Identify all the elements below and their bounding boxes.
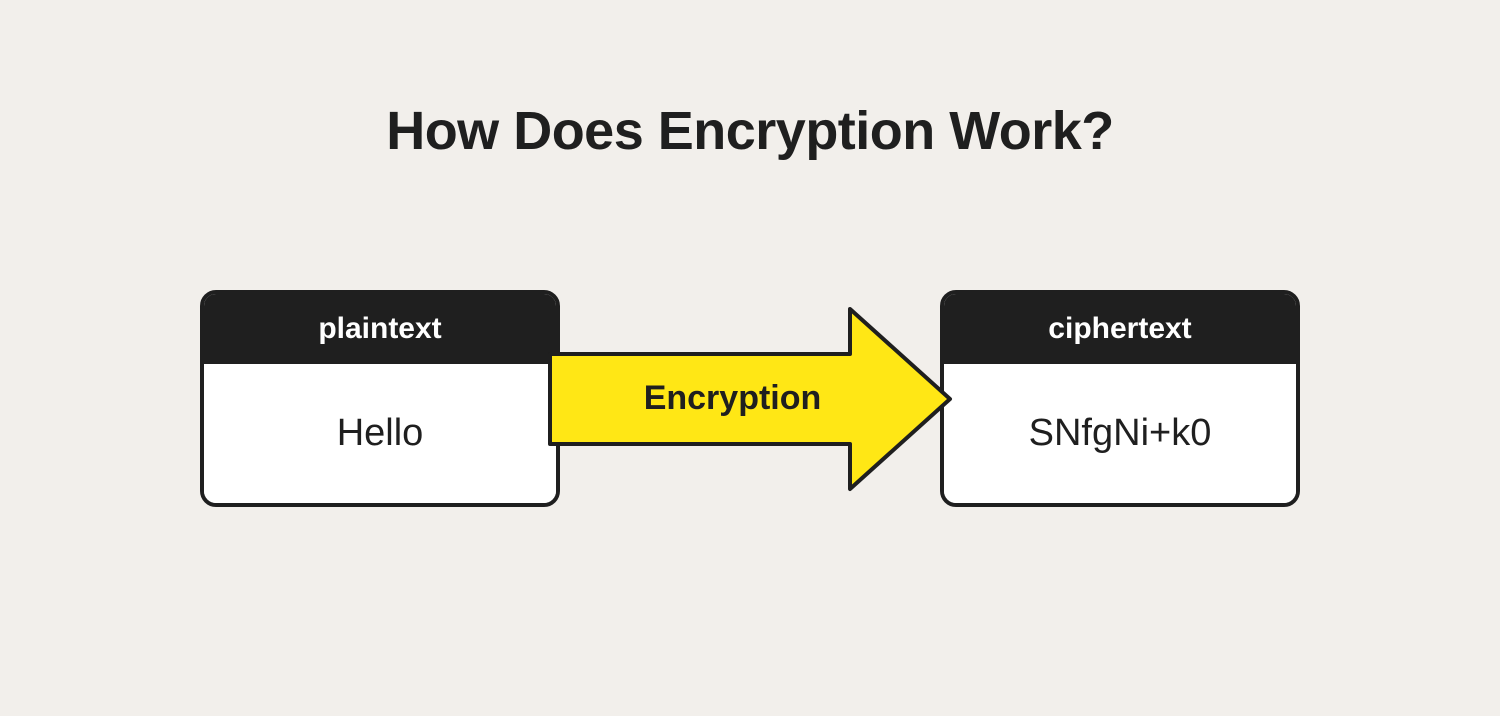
plaintext-header: plaintext: [204, 294, 556, 364]
diagram-flow: plaintext Hello Encryption ciphertext SN…: [0, 290, 1500, 507]
diagram-title: How Does Encryption Work?: [0, 100, 1500, 162]
encryption-arrow: Encryption: [550, 299, 950, 499]
arrow-label: Encryption: [644, 379, 822, 418]
ciphertext-header: ciphertext: [944, 294, 1296, 364]
ciphertext-box: ciphertext SNfgNi+k0: [940, 290, 1300, 507]
plaintext-value: Hello: [204, 364, 556, 503]
ciphertext-value: SNfgNi+k0: [944, 364, 1296, 503]
plaintext-box: plaintext Hello: [200, 290, 560, 507]
